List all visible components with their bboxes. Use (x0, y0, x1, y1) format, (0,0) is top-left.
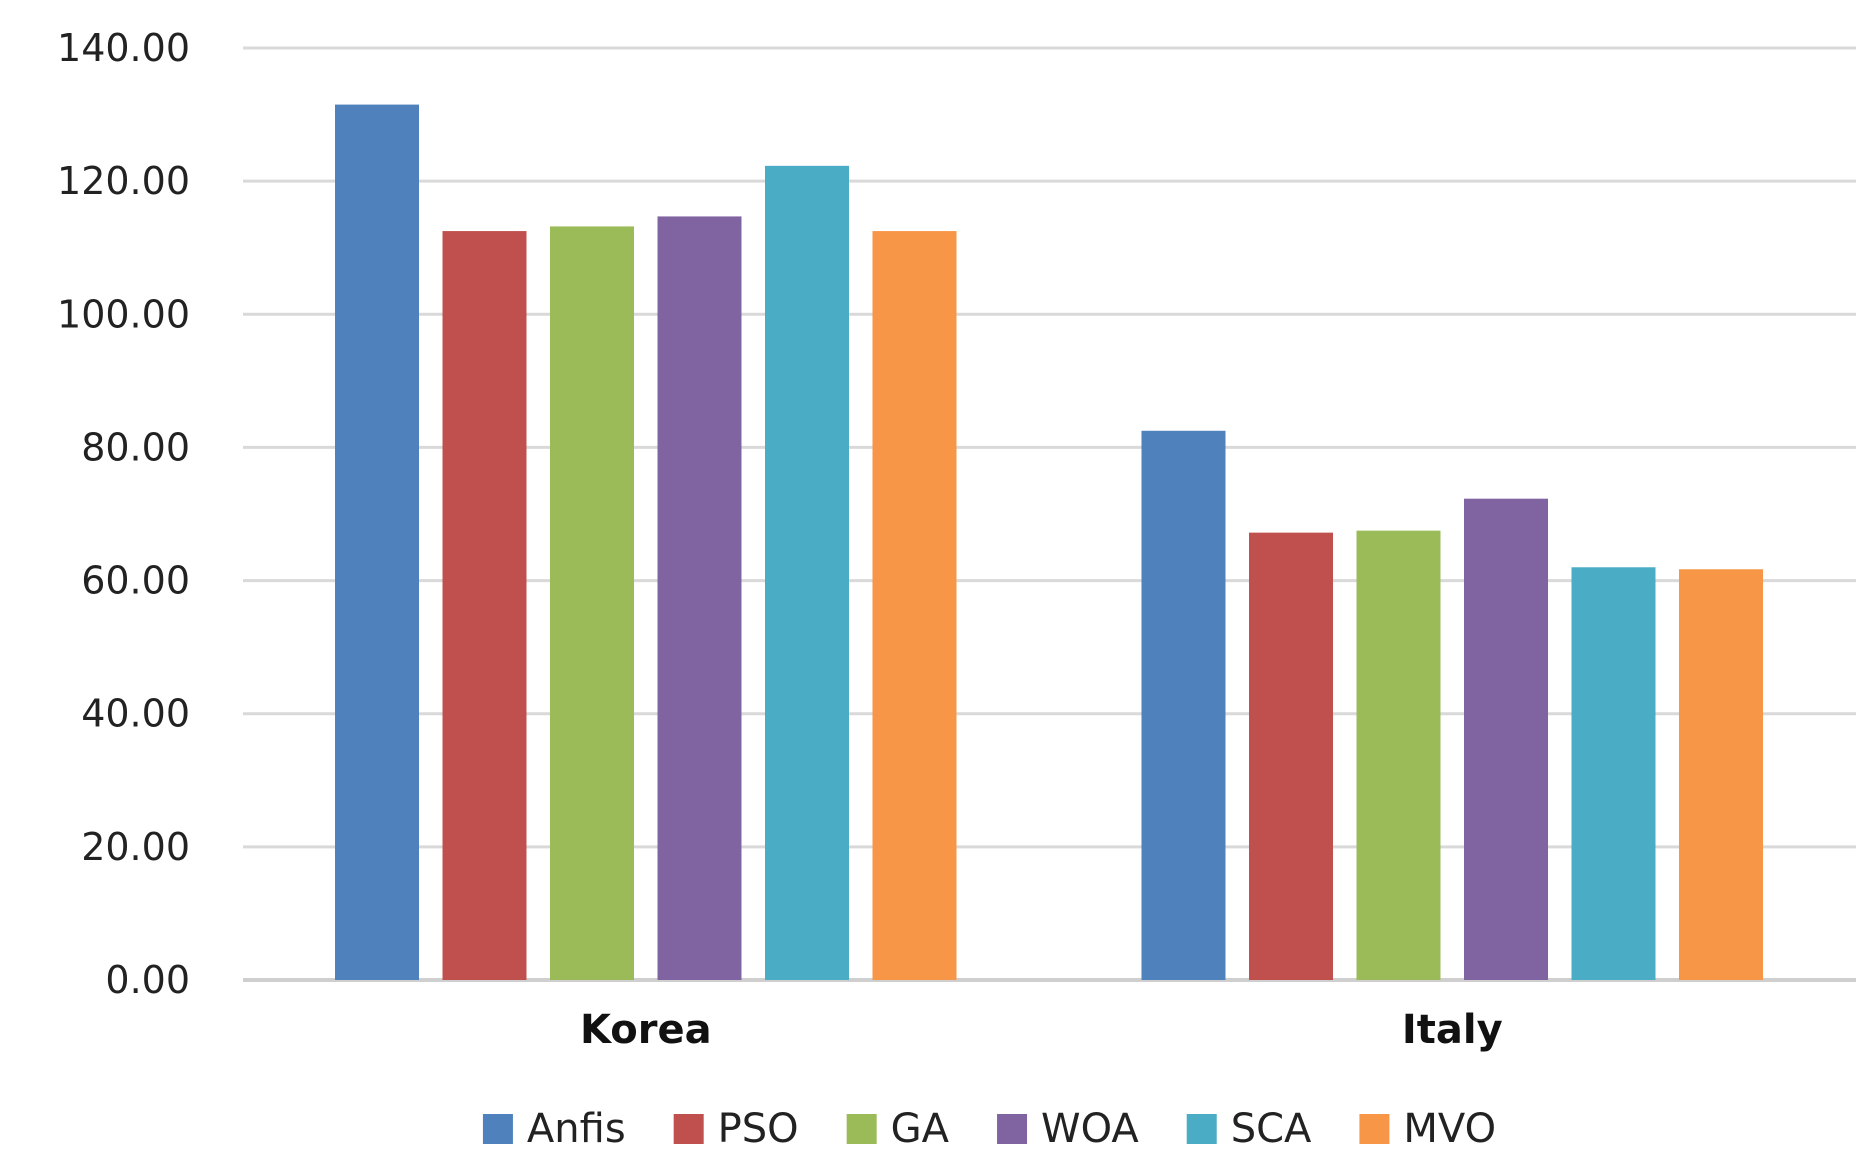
bar-anfis-korea (335, 104, 419, 981)
bar-mvo-italy (1679, 569, 1763, 980)
legend-swatch (673, 1114, 704, 1144)
bar-woa-korea (657, 216, 742, 980)
bars (335, 104, 1763, 981)
category-label: Korea (580, 1007, 712, 1053)
y-tick-label: 140.00 (57, 26, 190, 70)
legend-label: GA (891, 1106, 950, 1152)
legend-item-ga: GA (846, 1106, 950, 1152)
y-tick-label: 20.00 (81, 825, 190, 869)
bar-sca-italy (1571, 567, 1656, 980)
bar-woa-italy (1464, 498, 1548, 980)
legend-label: WOA (1041, 1106, 1139, 1152)
legend-swatch (846, 1114, 877, 1144)
y-tick-label: 100.00 (57, 292, 190, 336)
legend-label: Anfis (527, 1106, 626, 1152)
legend-label: PSO (718, 1106, 799, 1152)
bar-mvo-korea (872, 231, 957, 981)
bar-anfis-italy (1141, 430, 1226, 980)
legend-item-sca: SCA (1186, 1106, 1312, 1152)
y-axis-tick-labels: 0.00 20.00 40.00 60.00 80.00 100.00 120.00 140.… (57, 26, 190, 1002)
legend-swatch (1186, 1114, 1217, 1144)
bar-pso-korea (442, 231, 527, 981)
bar-pso-italy (1249, 532, 1333, 980)
category-labels: Korea Italy (580, 1007, 1503, 1053)
legend-item-mvo: MVO (1359, 1106, 1496, 1152)
y-tick-label: 80.00 (81, 425, 190, 469)
y-tick-label: 120.00 (57, 159, 190, 203)
bar-sca-korea (765, 165, 849, 980)
legend: Anfis PSO GA WOA SCA MVO (482, 1106, 1496, 1152)
bar-ga-korea (550, 226, 634, 980)
legend-item-anfis: Anfis (482, 1106, 626, 1152)
legend-item-woa: WOA (997, 1106, 1139, 1152)
y-tick-label: 40.00 (81, 692, 190, 736)
legend-swatch (997, 1114, 1028, 1144)
legend-label: MVO (1403, 1106, 1496, 1152)
legend-swatch (482, 1114, 513, 1144)
legend-item-pso: PSO (673, 1106, 799, 1152)
category-label: Italy (1402, 1007, 1503, 1053)
legend-swatch (1359, 1114, 1390, 1144)
bar-ga-italy (1356, 530, 1441, 980)
y-tick-label: 60.00 (81, 559, 190, 603)
legend-label: SCA (1231, 1106, 1312, 1152)
y-tick-label: 0.00 (105, 958, 190, 1002)
